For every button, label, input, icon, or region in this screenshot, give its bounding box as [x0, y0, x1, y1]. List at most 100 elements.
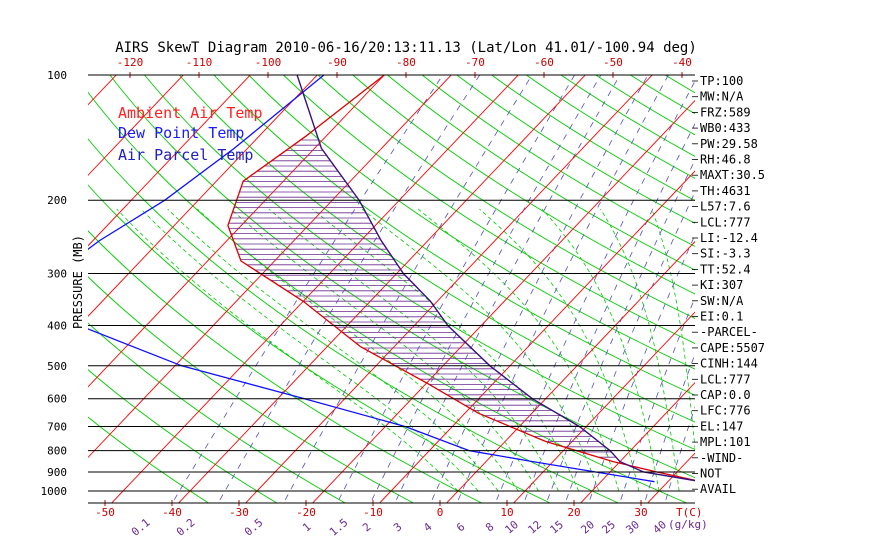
- isotherm-line: [88, 75, 251, 247]
- moist-adiabat-line: [541, 208, 660, 492]
- isotherm-line: [513, 311, 695, 503]
- dry-adiabat-line: [178, 75, 695, 423]
- top-tick-label: -40: [672, 56, 692, 69]
- pressure-tick-label: 800: [47, 445, 67, 458]
- stability-index-label: -PARCEL-: [700, 325, 758, 339]
- dry-adiabat-line: [317, 75, 695, 319]
- dry-adiabat-line: [213, 75, 695, 396]
- bottom-tick-label: -40: [162, 506, 182, 519]
- moist-adiabat-line: [651, 208, 695, 452]
- bottom-tick-label: -10: [363, 506, 383, 519]
- bottom-tick-label: 30: [634, 506, 647, 519]
- stability-index-label: LI:-12.4: [700, 231, 758, 245]
- isotherm-line: [580, 381, 695, 503]
- pressure-tick-label: 500: [47, 360, 67, 373]
- stability-index-label: EI:0.1: [700, 310, 743, 324]
- mixing-ratio-line: [431, 75, 649, 500]
- stability-index-label: LFC:776: [700, 404, 751, 418]
- moist-adiabat-line: [197, 208, 519, 492]
- mixing-ratio-line: [496, 80, 695, 500]
- dry-adiabat-line: [421, 75, 695, 247]
- stability-index-label: NOT: [700, 467, 722, 481]
- dry-adiabat-line: [88, 276, 415, 503]
- dry-adiabat-line: [88, 416, 210, 503]
- pressure-tick-label: 100: [47, 69, 67, 82]
- chart-title: AIRS SkewT Diagram 2010-06-16/20:13:11.1…: [115, 40, 697, 56]
- stability-index-label: -WIND-: [700, 451, 743, 465]
- pressure-tick-label: 200: [47, 194, 67, 207]
- stability-index-label: WB0:433: [700, 121, 751, 135]
- mixing-ratio-line: [524, 122, 695, 500]
- stability-index-label: FRZ:589: [700, 105, 751, 119]
- isotherm-line: [88, 75, 385, 388]
- moist-adiabat-line: [116, 208, 459, 492]
- stability-index-label: TP:100: [700, 74, 743, 88]
- legend-ambient: Ambient Air Temp: [118, 104, 263, 122]
- isotherm-line: [88, 75, 184, 176]
- dry-adiabat-line: [88, 138, 620, 503]
- stability-index-label: MW:N/A: [700, 90, 744, 104]
- pressure-tick-label: 900: [47, 466, 67, 479]
- top-tick-label: -110: [186, 56, 213, 69]
- dry-adiabat-line: [88, 369, 278, 503]
- dry-adiabat-line: [109, 75, 695, 479]
- stability-index-label: TH:4631: [700, 184, 751, 198]
- isotherm-line: [111, 75, 519, 503]
- dry-adiabat-line: [144, 75, 695, 450]
- dry-adiabat-line: [525, 75, 695, 179]
- moist-adiabat-line: [312, 208, 579, 492]
- dry-adiabat-line: [386, 75, 695, 271]
- dry-adiabat-line: [88, 91, 688, 503]
- mixing-ratio-line: [371, 75, 602, 500]
- isotherm-line: [88, 75, 318, 317]
- moist-adiabat-line: [479, 208, 640, 492]
- stability-index-label: MPL:101: [700, 435, 751, 449]
- bottom-tick-label: 20: [567, 506, 580, 519]
- dry-adiabat-line: [88, 184, 552, 503]
- pressure-tick-label: 1000: [41, 485, 68, 498]
- dry-adiabat-line: [490, 75, 695, 202]
- stability-index-label: MAXT:30.5: [700, 168, 765, 182]
- pressure-tick-label: 300: [47, 267, 67, 280]
- isotherm-line: [178, 75, 586, 503]
- moist-adiabat-line: [268, 208, 559, 492]
- moist-adiabat-line: [167, 208, 499, 492]
- moist-adiabat-line: [361, 208, 600, 492]
- isotherm-line: [379, 170, 695, 503]
- mixing-ratio-line: [338, 75, 575, 500]
- stability-index-label: CAP:0.0: [700, 388, 751, 402]
- dry-adiabat-line: [282, 75, 695, 345]
- stability-index-label: PW:29.58: [700, 137, 758, 151]
- isotherm-line: [446, 240, 695, 503]
- bottom-tick-label: 10: [500, 506, 513, 519]
- dry-adiabat-line: [248, 75, 695, 370]
- stability-index-label: LCL:777: [700, 372, 751, 386]
- series-ambient-air-temp: [227, 75, 695, 481]
- x-bottom-unit: T(C): [676, 506, 703, 519]
- stability-index-label: RH:46.8: [700, 153, 751, 167]
- top-tick-label: -90: [327, 56, 347, 69]
- dry-adiabat-line: [456, 75, 695, 224]
- bottom-tick-label: -50: [95, 506, 115, 519]
- dry-adiabat-line: [352, 75, 695, 295]
- isotherm-line: [245, 75, 653, 503]
- legend-dewpoint: Dew Point Temp: [118, 124, 244, 142]
- bottom-tick-label: -20: [296, 506, 316, 519]
- bottom-tick-label: 0: [437, 506, 444, 519]
- dry-adiabat-line: [88, 322, 347, 503]
- top-tick-label: -120: [117, 56, 144, 69]
- y-axis-label: PRESSURE (MB): [71, 235, 85, 329]
- dry-adiabat-line: [560, 75, 695, 157]
- stability-index-label: LCL:777: [700, 215, 751, 229]
- stability-index-label: EL:147: [700, 419, 743, 433]
- stability-index-label: CINH:144: [700, 357, 758, 371]
- bottom-tick-label: -30: [229, 506, 249, 519]
- stability-index-label: AVAIL: [700, 482, 736, 496]
- top-tick-label: -70: [465, 56, 485, 69]
- isotherm-line: [312, 99, 695, 503]
- pressure-tick-label: 700: [47, 421, 67, 434]
- stability-index-label: L57:7.6: [700, 200, 751, 214]
- top-tick-label: -60: [534, 56, 554, 69]
- mixing-ratio-line: [219, 75, 481, 501]
